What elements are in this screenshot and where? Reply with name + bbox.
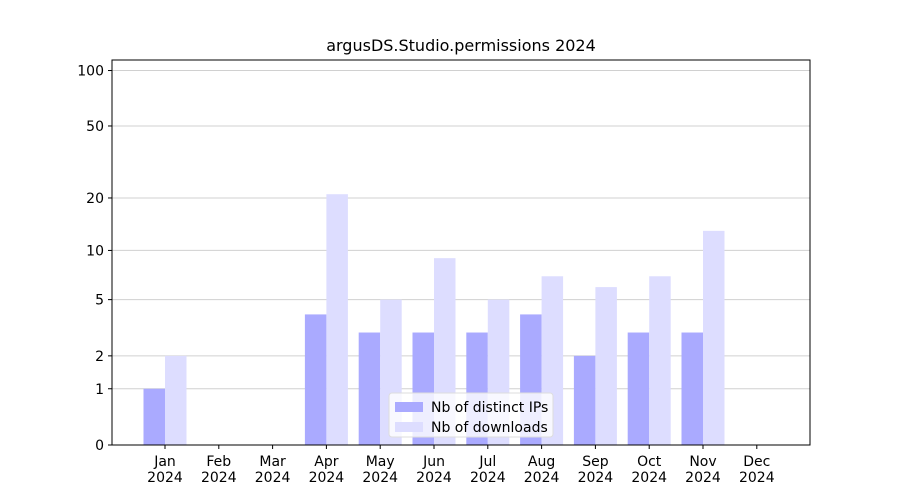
bar xyxy=(681,332,703,445)
legend-swatch xyxy=(395,402,423,412)
y-tick-label: 1 xyxy=(95,382,104,398)
bar xyxy=(703,230,725,445)
legend-label: Nb of downloads xyxy=(431,420,548,436)
x-tick-label: Nov 2024 xyxy=(685,454,721,486)
x-tick-label-line: 2024 xyxy=(470,470,506,486)
x-tick-label-line: 2024 xyxy=(309,470,345,486)
bar xyxy=(143,388,165,445)
x-tick-label: Aug 2024 xyxy=(524,454,560,486)
chart-title: argusDS.Studio.permissions 2024 xyxy=(326,36,596,55)
x-tick-label: Mar 2024 xyxy=(255,454,291,486)
x-tick-label: Jun 2024 xyxy=(416,454,452,486)
x-tick-label: Feb 2024 xyxy=(201,454,237,486)
x-tick-label-line: Jan xyxy=(153,454,176,470)
x-tick-label-line: 2024 xyxy=(524,470,560,486)
x-tick-label-line: 2024 xyxy=(416,470,452,486)
y-tick-label: 100 xyxy=(77,64,104,80)
bar xyxy=(358,332,381,445)
x-tick-label-line: Oct xyxy=(637,454,662,470)
y-tick-label: 2 xyxy=(95,349,104,365)
x-tick-label-line: Apr xyxy=(314,454,338,470)
bar xyxy=(595,287,617,445)
x-tick-label-line: 2024 xyxy=(201,470,237,486)
x-tick-label-line: 2024 xyxy=(255,470,291,486)
x-tick-label-line: 2024 xyxy=(147,470,183,486)
bar xyxy=(627,332,650,445)
x-tick-label-line: May xyxy=(366,454,395,470)
x-tick-label: May 2024 xyxy=(362,454,398,486)
x-tick-label-line: Nov xyxy=(689,454,716,470)
y-tick-label: 10 xyxy=(86,243,104,259)
legend-box xyxy=(388,392,554,438)
x-tick-label-line: Jul xyxy=(478,454,496,470)
x-tick-label-line: Sep xyxy=(582,454,609,470)
y-tick-label: 20 xyxy=(86,191,104,207)
x-tick-label: Dec 2024 xyxy=(739,454,775,486)
y-tick-label: 50 xyxy=(86,119,104,135)
bar xyxy=(573,355,596,445)
x-tick-label-line: Mar xyxy=(259,454,286,470)
legend-label: Nb of distinct IPs xyxy=(431,400,548,416)
x-tick-label: Jul 2024 xyxy=(470,454,506,486)
x-tick-label-line: Feb xyxy=(206,454,231,470)
legend-swatch xyxy=(395,422,423,432)
bar xyxy=(649,276,671,445)
x-tick-label: Sep 2024 xyxy=(578,454,614,486)
plot-frame xyxy=(111,59,811,446)
x-tick-label-line: 2024 xyxy=(578,470,614,486)
x-tick-label-line: 2024 xyxy=(362,470,398,486)
y-tick-label: 0 xyxy=(95,438,104,454)
y-tick-label: 5 xyxy=(95,293,104,309)
x-tick-label: Oct 2024 xyxy=(631,454,667,486)
bar xyxy=(165,355,187,445)
x-tick-label: Jan 2024 xyxy=(147,454,183,486)
x-tick-label-line: 2024 xyxy=(739,470,775,486)
bar xyxy=(304,314,327,445)
x-tick-label-line: Dec xyxy=(743,454,770,470)
x-tick-label-line: 2024 xyxy=(631,470,667,486)
x-tick-label-line: Jun xyxy=(422,454,445,470)
bar xyxy=(326,194,348,445)
x-tick-label-line: 2024 xyxy=(685,470,721,486)
x-tick-label: Apr 2024 xyxy=(309,454,345,486)
x-tick-label-line: Aug xyxy=(528,454,555,470)
